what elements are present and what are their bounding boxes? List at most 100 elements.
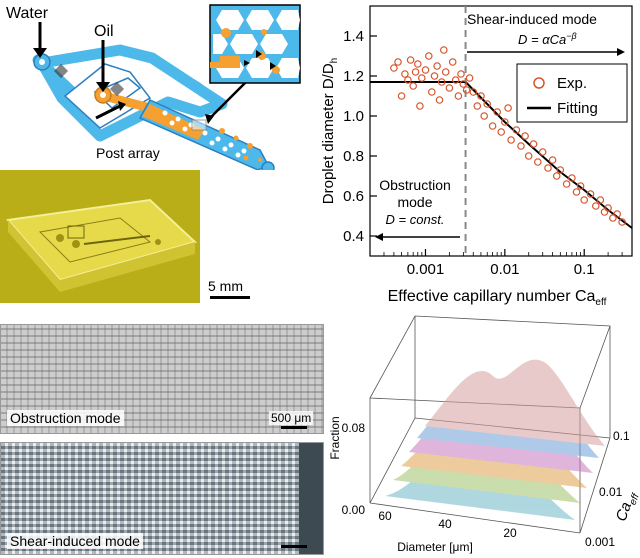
obstruction-mode-label: Obstruction mode [7, 410, 124, 426]
data-point [390, 64, 398, 72]
label-water: Water [6, 5, 49, 22]
photo-scale-label: 5 mm [208, 278, 243, 294]
data-point [465, 74, 474, 82]
data-point [586, 190, 595, 198]
data-point [425, 52, 433, 60]
y-tick-label: 1.4 [343, 28, 364, 45]
data-point [418, 74, 426, 82]
data-point [544, 164, 552, 172]
data-point [534, 158, 542, 166]
data-point [435, 96, 444, 104]
data-point [430, 72, 439, 80]
chart-xlabel: Effective capillary number Caeff [388, 288, 607, 308]
label-oil: Oil [94, 23, 114, 40]
x-tick-40: 40 [438, 517, 452, 531]
data-point [445, 84, 454, 92]
data-point [451, 76, 460, 84]
data-point [469, 88, 478, 96]
device-photo-illustration [0, 170, 200, 303]
obstruction-arrowhead [375, 233, 383, 241]
x-tick-label: 0.01 [490, 261, 519, 278]
data-point [501, 118, 509, 126]
x-tick-20: 20 [503, 526, 517, 540]
data-point [604, 204, 612, 212]
data-point [507, 136, 515, 144]
shear-outlet-dark [299, 443, 323, 554]
y-tick-0.001: 0.001 [585, 535, 615, 549]
data-point [529, 140, 538, 148]
ylabel-3d: Caeff [613, 488, 640, 524]
post-array-arrow [95, 104, 121, 120]
y-tick-0.1: 0.1 [613, 429, 630, 443]
data-point [497, 128, 506, 136]
device-schematic: Water Oil Post array [6, 4, 301, 170]
data-point [409, 82, 418, 90]
data-point [459, 80, 468, 88]
chart-ylabel: Droplet diameter D/Dh [320, 58, 340, 204]
data-point [538, 148, 547, 156]
y-tick-label: 0.4 [343, 228, 364, 245]
oil-channel [99, 91, 155, 113]
data-point [568, 174, 576, 182]
photo-scale-bar [210, 296, 250, 299]
data-point [457, 70, 465, 78]
data-point [552, 172, 561, 180]
data-point [512, 126, 521, 134]
x-tick-label: 0.1 [574, 261, 595, 278]
device-photo [0, 170, 200, 303]
data-point [437, 78, 446, 86]
y-tick-label: 0.6 [343, 188, 364, 205]
legend-exp: Exp. [557, 75, 587, 92]
outlet [261, 161, 275, 170]
data-point [600, 208, 609, 216]
shear-formula: D = αCa−β [518, 31, 577, 47]
shear-mode-label: Shear-induced mode [7, 533, 143, 549]
y-tick-0.01: 0.01 [599, 485, 623, 499]
label-post-array: Post array [96, 145, 160, 161]
shear-scale-bar [281, 545, 307, 548]
data-point [562, 180, 571, 188]
data-point [473, 102, 482, 110]
data-point [397, 92, 406, 100]
data-point [580, 196, 589, 204]
data-point [488, 122, 497, 130]
micrograph-scale-label: 500 μm [269, 411, 314, 425]
data-point [428, 88, 436, 96]
data-point [416, 102, 424, 110]
data-point [480, 112, 489, 120]
data-point [517, 142, 525, 150]
zlabel: Fraction [328, 416, 342, 459]
data-point [462, 86, 471, 94]
shear-micrograph: Shear-induced mode [0, 442, 324, 555]
data-point [548, 156, 557, 164]
shear-mode-title: Shear-induced mode [467, 11, 597, 27]
data-point [556, 166, 565, 174]
data-point [521, 132, 529, 140]
data-point [411, 68, 420, 76]
data-point [454, 92, 463, 100]
xlabel-3d: Diameter [μm] [397, 540, 473, 554]
data-point [401, 70, 409, 78]
obstruction-micrograph: Obstruction mode 500 μm [0, 324, 324, 434]
legend-exp-marker [533, 77, 545, 89]
data-point [477, 92, 485, 100]
data-point [524, 152, 533, 160]
fit-curve [464, 81, 633, 229]
data-point [591, 202, 600, 210]
chart-ticks: 0.001 0.01 0.1 0.4 0.6 0.8 1.0 1.2 1.4 [343, 28, 633, 278]
data-point [618, 218, 626, 226]
y-tick-label: 1.2 [343, 68, 364, 85]
y-tick-label: 1.0 [343, 108, 364, 125]
x-tick-label: 0.001 [407, 261, 445, 278]
data-point [421, 66, 430, 74]
distribution-ridges [385, 359, 605, 520]
data-point [613, 210, 622, 218]
data-point [406, 56, 415, 64]
data-point [596, 196, 605, 204]
y-tick-label: 0.8 [343, 148, 364, 165]
shear-arrowhead [617, 48, 625, 56]
data-point [414, 60, 422, 68]
chart-layer [370, 6, 633, 256]
obstruction-line1: Obstruction [379, 177, 451, 193]
post-array-inset [209, 4, 301, 84]
